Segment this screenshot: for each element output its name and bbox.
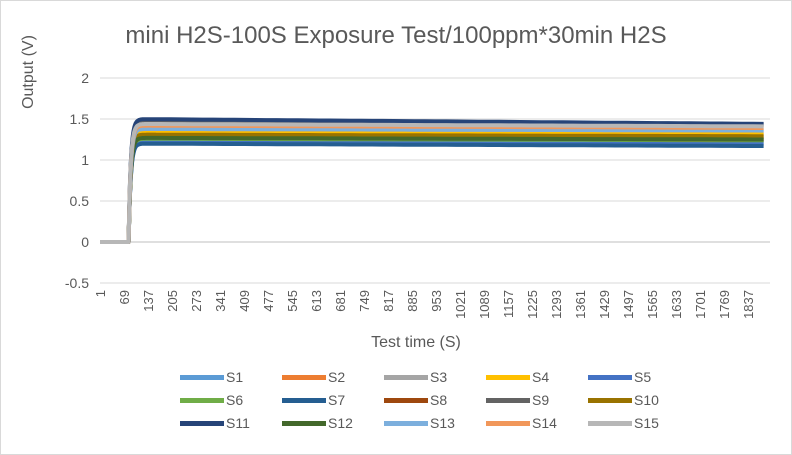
legend-item-s7: S7 <box>282 389 345 411</box>
x-tick-label: 1633 <box>669 290 684 319</box>
legend-swatch <box>384 397 428 403</box>
legend-label: S11 <box>226 415 250 431</box>
legend-label: S14 <box>532 415 557 431</box>
x-tick-label: 1361 <box>573 290 588 319</box>
x-tick-label: 681 <box>333 290 348 312</box>
x-tick-label: 1769 <box>717 290 732 319</box>
series-line-s6 <box>100 136 764 244</box>
legend-label: S6 <box>226 392 244 408</box>
legend-swatch <box>588 420 632 426</box>
legend-swatch <box>588 397 632 403</box>
x-tick-label: 1837 <box>741 290 756 319</box>
x-tick-label: 1565 <box>645 290 660 319</box>
legend-item-s8: S8 <box>384 389 447 411</box>
legend-item-s11: S11 <box>180 412 250 434</box>
legend-label: S9 <box>532 392 550 408</box>
legend-swatch <box>180 420 224 426</box>
legend-item-s9: S9 <box>486 389 549 411</box>
legend-label: S4 <box>532 369 550 385</box>
y-axis-title: Output (V) <box>20 35 37 109</box>
legend-label: S8 <box>430 392 448 408</box>
series-line-s2 <box>100 133 764 244</box>
x-tick-label: 69 <box>117 290 132 304</box>
legend-swatch <box>486 374 530 380</box>
series-line-s15 <box>100 122 764 244</box>
series-lines <box>100 117 764 244</box>
x-tick-label: 1021 <box>453 290 468 319</box>
x-tick-label: 885 <box>405 290 420 312</box>
x-tick-label: 341 <box>213 290 228 312</box>
x-tick-label: 749 <box>357 290 372 312</box>
legend-label: S7 <box>328 392 346 408</box>
legend-item-s10: S10 <box>588 389 659 411</box>
y-tick-label: 1.5 <box>70 111 90 127</box>
series-line-s4 <box>100 131 764 244</box>
y-axis-ticks: 2 1.5 1 0.5 0 -0.5 <box>65 70 89 291</box>
x-tick-label: 1429 <box>597 290 612 319</box>
legend-label: S1 <box>226 369 244 385</box>
y-tick-label: -0.5 <box>65 275 89 291</box>
legend-item-s6: S6 <box>180 389 243 411</box>
series-line-s5 <box>100 140 764 244</box>
legend-item-s12: S12 <box>282 412 353 434</box>
legend-label: S10 <box>634 392 659 408</box>
legend-label: S2 <box>328 369 346 385</box>
x-tick-label: 1701 <box>693 290 708 319</box>
x-tick-label: 817 <box>381 290 396 312</box>
legend-item-s2: S2 <box>282 366 345 388</box>
x-tick-label: 205 <box>165 290 180 312</box>
series-line-s12 <box>100 135 764 244</box>
x-axis-title: Test time (S) <box>371 334 461 351</box>
x-tick-label: 1497 <box>621 290 636 319</box>
legend-swatch <box>180 374 224 380</box>
series-line-s11 <box>100 117 764 244</box>
x-tick-label: 1 <box>93 290 108 297</box>
x-tick-label: 477 <box>261 290 276 312</box>
x-tick-label: 137 <box>141 290 156 312</box>
legend-label: S12 <box>328 415 353 431</box>
legend-item-s1: S1 <box>180 366 243 388</box>
legend-item-s4: S4 <box>486 366 549 388</box>
legend-item-s3: S3 <box>384 366 447 388</box>
y-tick-label: 2 <box>81 70 89 86</box>
x-tick-label: 1293 <box>549 290 564 319</box>
legend-label: S5 <box>634 369 652 385</box>
x-tick-label: 1157 <box>501 290 516 318</box>
legend-item-s13: S13 <box>384 412 455 434</box>
legend-swatch <box>384 420 428 426</box>
x-tick-label: 1089 <box>477 290 492 319</box>
legend-swatch <box>486 397 530 403</box>
y-tick-label: 1 <box>81 152 89 168</box>
legend-swatch <box>180 397 224 403</box>
x-tick-label: 1225 <box>525 290 540 319</box>
x-tick-label: 545 <box>285 290 300 312</box>
legend-label: S13 <box>430 415 455 431</box>
legend-item-s14: S14 <box>486 412 557 434</box>
legend-swatch <box>282 397 326 403</box>
gridlines <box>100 77 770 284</box>
legend-swatch <box>486 420 530 426</box>
legend-swatch <box>282 374 326 380</box>
x-axis-ticks: 1 69 137 205 273 341 409 477 545 613 681 749 817 885 9… <box>93 290 756 319</box>
series-line-s1 <box>100 138 764 244</box>
series-line-s7 <box>100 141 764 244</box>
y-tick-label: 0.5 <box>70 193 90 209</box>
legend-item-s5: S5 <box>588 366 651 388</box>
series-line-s13 <box>100 126 764 244</box>
series-line-s10 <box>100 132 764 244</box>
x-tick-label: 409 <box>237 290 252 312</box>
legend-swatch <box>282 420 326 426</box>
series-line-s8 <box>100 135 764 244</box>
y-tick-label: 0 <box>81 234 89 250</box>
legend-swatch <box>588 374 632 380</box>
x-tick-label: 613 <box>309 290 324 312</box>
x-tick-label: 953 <box>429 290 444 312</box>
chart-title: mini H2S-100S Exposure Test/100ppm*30min… <box>125 22 667 49</box>
legend-swatch <box>384 374 428 380</box>
x-tick-label: 273 <box>189 290 204 312</box>
legend-item-s15: S15 <box>588 412 659 434</box>
legend-label: S15 <box>634 415 659 431</box>
legend-label: S3 <box>430 369 448 385</box>
